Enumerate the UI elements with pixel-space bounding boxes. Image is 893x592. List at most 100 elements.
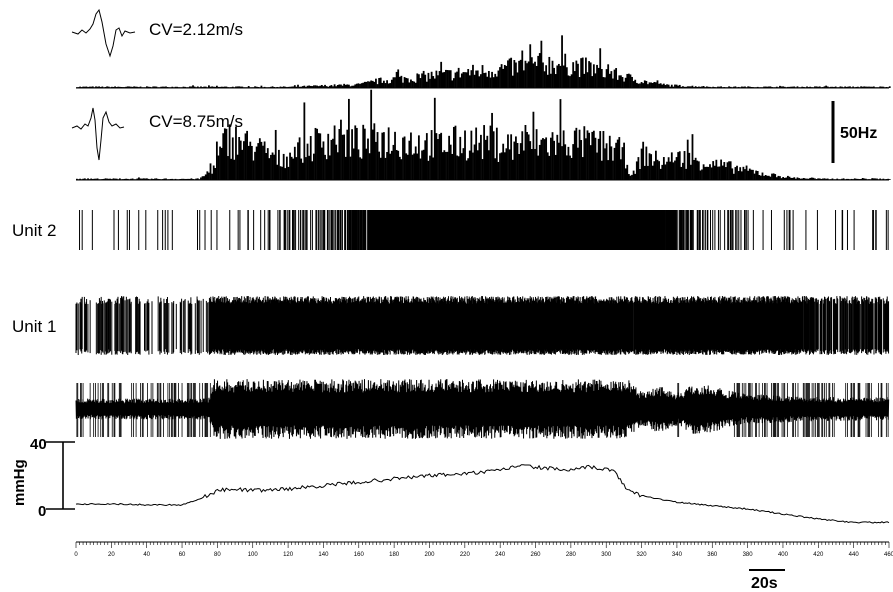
histogram-bar [487, 70, 490, 88]
histogram-bar [686, 139, 689, 180]
histogram-bar [279, 166, 282, 180]
histogram-bar [270, 86, 272, 88]
histogram-bar [462, 72, 465, 88]
histogram-bar [758, 175, 761, 180]
histogram-bar [499, 153, 501, 180]
histogram-bar [387, 127, 390, 180]
histogram-bar [182, 178, 185, 180]
histogram-bar [689, 86, 692, 88]
histogram-bar [208, 85, 210, 88]
histogram-bar [707, 166, 710, 180]
histogram-bar [888, 86, 891, 88]
histogram-bar [564, 144, 567, 180]
histogram-bar [365, 81, 368, 88]
histogram-bar [567, 146, 570, 180]
histogram-bar [383, 132, 385, 180]
histogram-bar [623, 142, 625, 180]
histogram-bar [861, 86, 864, 88]
histogram-bar [425, 133, 428, 180]
histogram-bar [772, 173, 775, 180]
histogram-bar [557, 63, 560, 88]
cv-2-12-label: CV=2.12m/s [149, 20, 243, 39]
histogram-bar [427, 72, 430, 88]
histogram-bar [265, 153, 268, 180]
unit-2-spike-train [79, 210, 889, 250]
histogram-bar [745, 165, 748, 180]
histogram-bar [511, 75, 514, 88]
histogram-bar [771, 173, 773, 180]
histogram-bar [445, 151, 447, 180]
time-tick-label: 340 [672, 552, 683, 558]
histogram-bar [476, 70, 479, 88]
time-tick-label: 400 [778, 552, 789, 558]
histogram-bar [825, 85, 827, 88]
histogram-bar [153, 178, 156, 180]
histogram-bar [492, 131, 495, 180]
histogram-bar [287, 86, 290, 88]
histogram-bar [90, 86, 93, 88]
histogram-bar [233, 159, 236, 180]
histogram-bar [879, 86, 882, 88]
histogram-bar [788, 86, 791, 88]
histogram-bar [508, 149, 511, 180]
histogram-bar [193, 86, 196, 88]
histogram-bar [809, 86, 812, 88]
histogram-bar [855, 86, 858, 88]
histogram-bar [702, 164, 705, 180]
histogram-bar [289, 152, 291, 180]
histogram-bar [500, 152, 503, 180]
histogram-bar [850, 178, 853, 180]
histogram-bar [564, 53, 567, 88]
histogram-bar [438, 134, 441, 180]
histogram-bar [476, 150, 479, 180]
histogram-bar [328, 85, 331, 88]
histogram-bar [282, 86, 285, 88]
histogram-bar [640, 148, 643, 180]
histogram-bar [691, 134, 694, 180]
histogram-bar [457, 67, 460, 88]
histogram-bar [440, 61, 443, 88]
histogram-bar [857, 178, 859, 180]
histogram-bar [254, 151, 256, 180]
histogram-bar [475, 70, 478, 88]
histogram-bar [107, 178, 110, 180]
histogram-bar [763, 175, 765, 180]
histogram-bar [437, 139, 439, 180]
histogram-bar [451, 80, 454, 88]
histogram-bar [616, 139, 619, 180]
histogram-bar [585, 138, 587, 180]
histogram-bar [231, 137, 234, 180]
histogram-bar [456, 71, 458, 88]
histogram-bar [604, 77, 606, 88]
histogram-bar [235, 86, 237, 88]
histogram-bar [553, 67, 555, 88]
histogram-bar [653, 81, 656, 88]
histogram-bar [392, 77, 395, 88]
time-tick-label: 100 [248, 552, 259, 558]
histogram-bar [799, 178, 802, 180]
histogram-bar [662, 83, 665, 88]
histogram-bar [239, 86, 242, 88]
histogram-bar [510, 134, 513, 180]
histogram-bar [215, 141, 218, 180]
histogram-bar [319, 85, 322, 88]
histogram-bar [739, 167, 742, 180]
histogram-bar [720, 159, 723, 180]
histogram-bar [402, 137, 404, 180]
histogram-bar [651, 165, 654, 180]
histogram-bar [559, 65, 562, 88]
histogram-bar [694, 157, 697, 180]
histogram-bar [653, 161, 656, 180]
histogram-bar [300, 158, 303, 180]
histogram-bar [446, 151, 449, 180]
histogram-bar [429, 78, 431, 88]
histogram-bar [383, 80, 385, 88]
histogram-bar [449, 70, 452, 88]
histogram-bar [452, 78, 455, 88]
histogram-bar [740, 86, 743, 88]
histogram-bar [470, 70, 473, 88]
histogram-bar [408, 140, 411, 180]
histogram-bar [779, 85, 781, 88]
histogram-bar [871, 86, 874, 88]
histogram-bar [247, 145, 250, 180]
